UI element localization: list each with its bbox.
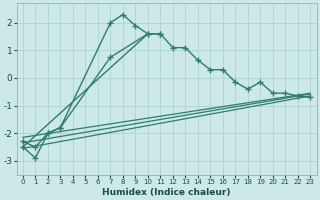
X-axis label: Humidex (Indice chaleur): Humidex (Indice chaleur) (102, 188, 231, 197)
